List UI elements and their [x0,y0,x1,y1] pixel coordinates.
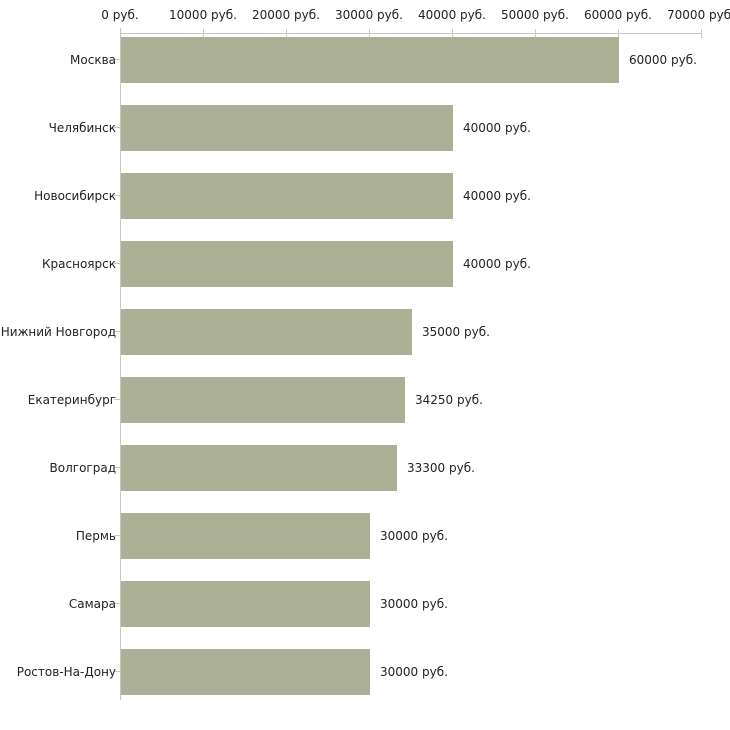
category-label: Волгоград [49,461,116,475]
value-label: 40000 руб. [463,121,531,135]
value-label: 30000 руб. [380,665,448,679]
y-tick-mark [114,399,120,400]
bar [121,37,619,83]
bar [121,513,370,559]
x-tick-mark [369,29,370,38]
y-tick-mark [114,603,120,604]
x-tick-mark [286,29,287,38]
value-label: 40000 руб. [463,189,531,203]
bar-row: Ростов-На-Дону 30000 руб. [0,638,730,706]
y-tick-mark [114,127,120,128]
value-label: 33300 руб. [407,461,475,475]
bar-row: Челябинск 40000 руб. [0,94,730,162]
bar-row: Екатеринбург 34250 руб. [0,366,730,434]
bar-row: Москва 60000 руб. [0,26,730,94]
bar-row: Пермь 30000 руб. [0,502,730,570]
bar [121,309,412,355]
x-tick-label: 60000 руб. [584,8,652,22]
y-tick-mark [114,331,120,332]
x-tick-label: 0 руб. [101,8,139,22]
bar [121,649,370,695]
category-label: Самара [68,597,116,611]
category-label: Нижний Новгород [0,325,116,339]
category-label: Красноярск [42,257,116,271]
x-tick-mark [452,29,453,38]
bar [121,445,397,491]
y-tick-mark [114,535,120,536]
y-tick-mark [114,59,120,60]
value-label: 34250 руб. [415,393,483,407]
y-tick-mark [114,671,120,672]
x-tick-label: 50000 руб. [501,8,569,22]
y-tick-mark [114,195,120,196]
bar [121,377,405,423]
category-label: Екатеринбург [27,393,116,407]
x-tick-label: 20000 руб. [252,8,320,22]
bar [121,105,453,151]
x-axis-line [120,33,702,34]
category-label: Москва [70,53,116,67]
bar-row: Нижний Новгород 35000 руб. [0,298,730,366]
bar-row: Красноярск 40000 руб. [0,230,730,298]
x-tick-label: 40000 руб. [418,8,486,22]
y-axis-line [120,28,121,700]
x-tick-mark [618,29,619,38]
bar [121,241,453,287]
bar-row: Волгоград 33300 руб. [0,434,730,502]
value-label: 60000 руб. [629,53,697,67]
category-label: Челябинск [48,121,116,135]
x-tick-mark [701,29,702,38]
x-tick-label: 30000 руб. [335,8,403,22]
category-label: Пермь [75,529,116,543]
bar-row: Новосибирск 40000 руб. [0,162,730,230]
x-tick-label: 70000 руб. [667,8,730,22]
value-label: 30000 руб. [380,529,448,543]
category-label: Новосибирск [34,189,116,203]
category-label: Ростов-На-Дону [16,665,116,679]
x-tick-label: 10000 руб. [169,8,237,22]
y-tick-mark [114,467,120,468]
y-tick-mark [114,263,120,264]
value-label: 40000 руб. [463,257,531,271]
bar-row: Самара 30000 руб. [0,570,730,638]
x-tick-mark [535,29,536,38]
bar [121,581,370,627]
x-tick-mark [203,29,204,38]
bar [121,173,453,219]
value-label: 30000 руб. [380,597,448,611]
value-label: 35000 руб. [422,325,490,339]
